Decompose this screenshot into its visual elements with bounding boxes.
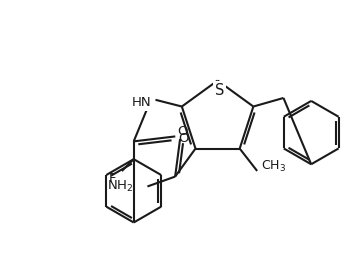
- Text: NH$_2$: NH$_2$: [107, 179, 134, 194]
- Text: S: S: [215, 83, 224, 98]
- Text: O: O: [177, 125, 187, 138]
- Text: CH$_3$: CH$_3$: [261, 158, 286, 174]
- Text: HN: HN: [132, 96, 152, 109]
- Text: O: O: [178, 132, 188, 145]
- Text: F: F: [108, 172, 116, 185]
